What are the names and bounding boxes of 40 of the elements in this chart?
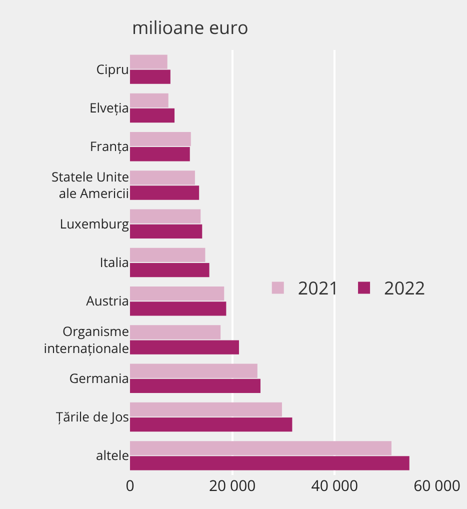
bar	[130, 132, 191, 146]
y-tick-label: Italia	[100, 253, 129, 272]
y-tick-label: Germania	[69, 368, 129, 387]
bar	[130, 93, 168, 108]
bar	[130, 248, 206, 262]
legend-label: 2022	[384, 276, 426, 301]
y-tick-label: Luxemburg	[60, 214, 129, 232]
x-tick-label: 20 000	[208, 476, 256, 496]
legend-label: 2021	[298, 276, 340, 301]
bar	[130, 378, 260, 394]
y-tick-label: Organisme internaționale	[44, 322, 129, 357]
bar	[130, 54, 168, 69]
bar	[130, 364, 258, 378]
y-tick-label: Statele Unite ale Americii	[51, 167, 129, 202]
bar	[130, 441, 392, 456]
y-tick-label: Elveția	[90, 98, 129, 116]
bar	[130, 108, 175, 123]
bar	[130, 402, 282, 417]
x-tick-label: 0	[126, 476, 134, 496]
chart-subtitle: milioane euro	[132, 16, 248, 40]
x-tick-label: 60 000	[414, 476, 460, 496]
y-tick-label: Cipru	[96, 60, 129, 78]
bar	[130, 70, 170, 84]
bar	[130, 224, 202, 238]
bar	[130, 170, 195, 185]
y-tick-label: Franța	[90, 137, 129, 156]
bar	[130, 456, 410, 470]
bar	[130, 147, 190, 162]
bar	[130, 418, 292, 432]
bar	[130, 340, 239, 354]
bar	[130, 302, 226, 316]
bar	[130, 286, 224, 301]
bar	[130, 209, 201, 224]
y-tick-label: altele	[96, 446, 129, 464]
y-tick-label: Austria	[86, 292, 129, 310]
y-tick-label: Țările de Jos	[56, 408, 129, 426]
bar	[130, 325, 221, 340]
bar	[130, 186, 200, 200]
x-tick-label: 40 000	[311, 476, 358, 496]
bar	[130, 262, 210, 278]
